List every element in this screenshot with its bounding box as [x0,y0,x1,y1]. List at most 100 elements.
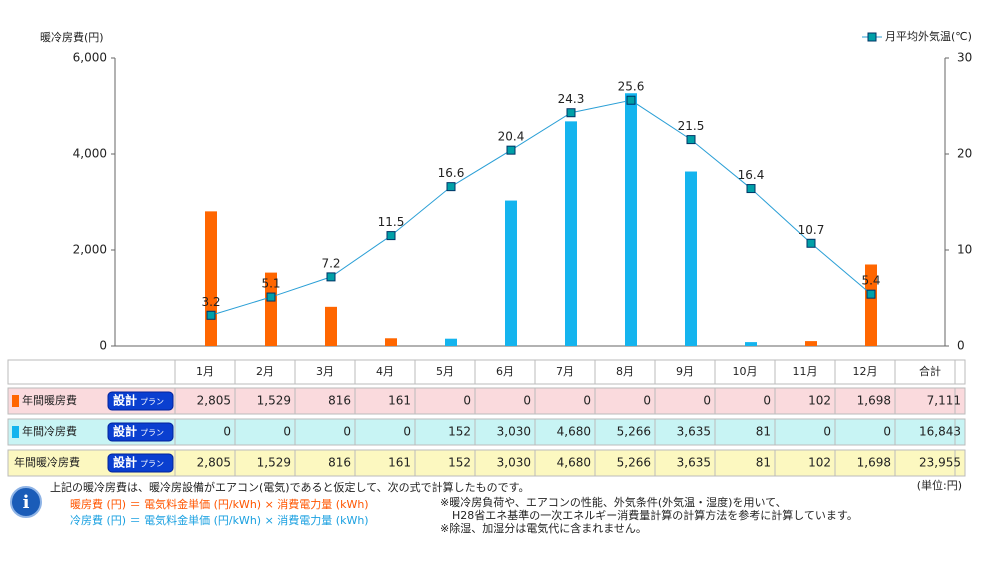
cell-value: 161 [388,394,411,408]
data-label: 25.6 [618,80,645,94]
legend-label: 月平均外気温(℃) [885,29,972,43]
table-row [7,359,966,385]
cell-value: 0 [643,394,651,408]
data-label: 3.2 [201,295,220,309]
info-i: i [23,492,30,513]
column-header: 6月 [496,365,514,378]
legend-marker [867,32,877,42]
note: ※暖冷房負荷や、エアコンの性能、外気条件(外気温・湿度)を用いて、 [440,495,787,509]
data-label: 5.1 [261,277,280,291]
y2-tick-label: 30 [957,51,972,65]
cell-value: 0 [463,394,471,408]
cell-value: 1,698 [857,394,891,408]
y-tick-label: 4,000 [73,147,107,161]
cell-value: 0 [823,425,831,439]
data-label: 10.7 [798,223,825,237]
column-header: 7月 [556,365,574,378]
cell-value: 1,529 [257,456,291,470]
cell-value: 2,805 [197,394,231,408]
cell-value: 3,635 [677,425,711,439]
column-header: 11月 [793,365,818,378]
data-label: 7.2 [321,256,340,270]
cell-value: 2,805 [197,456,231,470]
row-label: 年間暖冷房費 [14,455,80,469]
column-header: 3月 [316,365,334,378]
data-label: 21.5 [678,119,705,133]
note: 暖房費 (円) ＝ 電気料金単価 (円/kWh) × 消費電力量 (kWh) [70,497,369,511]
cell-value: 1,698 [857,456,891,470]
cell-value: 0 [343,425,351,439]
temperature-marker [626,95,636,105]
row-label: 年間冷房費 [22,424,77,438]
row-swatch [12,395,19,407]
column-header: 12月 [853,365,878,378]
data-label: 16.4 [738,168,765,182]
temperature-marker [386,231,396,241]
cell-value: 102 [808,456,831,470]
cell-value: 81 [756,425,771,439]
note: 上記の暖冷房費は、暖冷房設備がエアコン(電気)であると仮定して、次の式で計算した… [50,480,530,494]
cell-value: 3,030 [497,425,531,439]
cell-value: 0 [523,394,531,408]
temperature-marker [566,108,576,118]
bar [205,211,217,346]
cell-total: 16,843 [919,425,961,439]
y2-tick-label: 0 [957,339,965,353]
cell-total: 7,111 [927,394,961,408]
bar [385,338,397,346]
note: 冷房費 (円) ＝ 電気料金単価 (円/kWh) × 消費電力量 (kWh) [70,513,369,527]
data-label: 16.6 [438,166,465,180]
badge-sub: プラン [140,460,164,469]
badge-sub: プラン [140,398,164,407]
note: H28省エネ基準の一次エネルギー消費量計算の計算方法を参考に計算しています。 [452,508,858,522]
badge [107,422,174,442]
bar [505,200,517,346]
column-header: 4月 [376,365,394,378]
row-swatch [12,426,19,438]
column-header: 5月 [436,365,454,378]
temperature-marker [866,289,876,299]
cell-value: 0 [223,425,231,439]
cell-value: 152 [448,425,471,439]
data-label: 5.4 [861,274,880,288]
row-label: 年間暖房費 [22,393,77,407]
temperature-marker [446,182,456,192]
badge-sub: プラン [140,429,164,438]
y-axis-label: 暖冷房費(円) [40,30,104,44]
cell-value: 0 [583,394,591,408]
bar [685,171,697,346]
badge-main: 設計 [113,393,137,408]
bar [745,342,757,346]
temperature-marker [206,310,216,320]
column-header: 合計 [919,364,941,378]
cell-value: 0 [883,425,891,439]
temperature-marker [326,272,336,282]
temperature-marker [266,292,276,302]
cell-value: 0 [703,394,711,408]
y-tick-label: 6,000 [73,51,107,65]
bar [565,121,577,346]
column-header: 1月 [196,365,214,378]
cell-value: 0 [403,425,411,439]
column-header: 2月 [256,365,274,378]
data-label: 11.5 [378,215,405,229]
cell-value: 4,680 [557,456,591,470]
cell-value: 0 [283,425,291,439]
unit: (単位:円) [917,478,962,492]
cell-value: 102 [808,394,831,408]
bar [265,272,277,346]
badge [107,391,174,411]
temperature-marker [746,184,756,194]
cell-value: 816 [328,394,351,408]
data-label: 24.3 [558,92,585,106]
cell-value: 4,680 [557,425,591,439]
note: ※除湿、加湿分は電気代に含まれません。 [440,521,647,535]
cell-value: 816 [328,456,351,470]
cell-value: 152 [448,456,471,470]
cell-value: 1,529 [257,394,291,408]
cell-total: 23,955 [919,456,961,470]
y-tick-label: 0 [99,339,107,353]
y2-tick-label: 10 [957,243,972,257]
cell-value: 3,635 [677,456,711,470]
